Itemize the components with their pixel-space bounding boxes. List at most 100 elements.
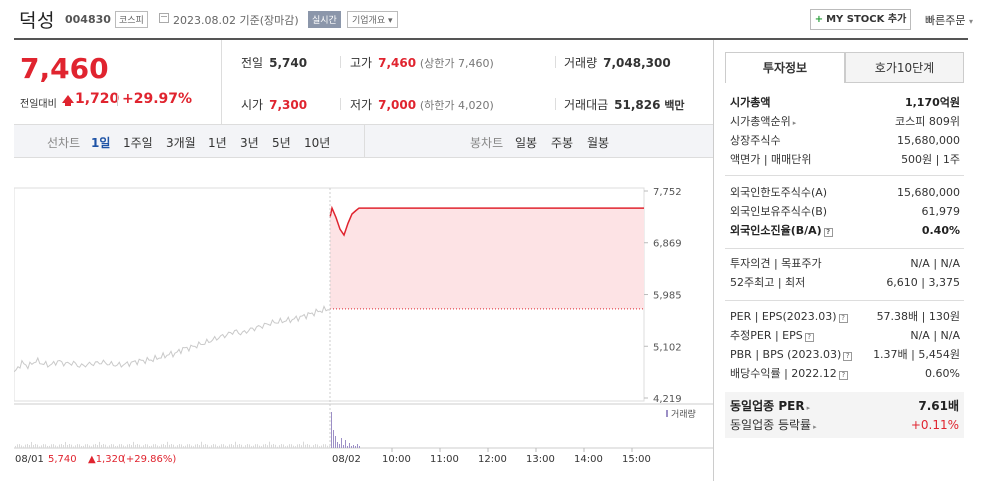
tab-quote-10[interactable]: 호가10단계: [845, 52, 964, 83]
toolbar-divider: [364, 125, 365, 157]
volume-bar: [93, 444, 94, 448]
volume-bar: [353, 445, 354, 448]
volume-bar: [229, 444, 230, 448]
volume-bar: [315, 444, 316, 448]
volume-bar: [273, 444, 274, 448]
volume-bar: [109, 445, 110, 448]
high-label: 고가: [350, 56, 373, 70]
volume-bar: [123, 445, 124, 448]
peer-industry-box: 동일업종 PER ▸ 7.61배 동일업종 등락률 ▸ +0.11%: [725, 392, 964, 438]
volume-bar: [53, 444, 54, 448]
volume-bar: [193, 446, 194, 448]
volume-bar: [223, 444, 224, 448]
volume-bar: [267, 445, 268, 448]
info-row-label: 상장주식수: [730, 131, 781, 150]
volume-bar: [287, 445, 288, 448]
chart-svg[interactable]: 7,752 6,869 5,985 5,102 4,219 거래량 08/01 08/02…: [13, 158, 713, 473]
help-icon[interactable]: ?: [843, 352, 853, 361]
volume-bar: [337, 442, 338, 448]
volume-bar: [159, 446, 160, 448]
volume-bar: [15, 445, 16, 448]
divider: [555, 98, 556, 110]
candle-daily[interactable]: 일봉: [515, 136, 538, 150]
period-5y[interactable]: 5년: [272, 136, 291, 150]
peer-per-row: 동일업종 PER ▸ 7.61배: [730, 397, 959, 416]
info-row-label[interactable]: 시가총액순위 ▸: [730, 112, 796, 133]
volume-bar: [293, 445, 294, 448]
volume-bar: [205, 444, 206, 448]
volume-bar: [277, 446, 278, 448]
realtime-button[interactable]: 실시간: [308, 11, 341, 28]
divider: [340, 98, 341, 110]
info-row-label: 외국인한도주식수(A): [730, 183, 827, 202]
info-row-label[interactable]: PER | EPS(2023.03)?: [730, 307, 848, 326]
period-1d[interactable]: 1일: [91, 136, 111, 150]
volume-bar: [137, 444, 138, 448]
volume-bar: [207, 444, 208, 448]
volume-bar: [63, 445, 64, 448]
volume-bar: [189, 444, 190, 448]
period-10y[interactable]: 10년: [304, 136, 331, 150]
help-icon[interactable]: ?: [838, 314, 848, 323]
tab-invest-info[interactable]: 투자정보: [725, 52, 845, 83]
volume-bar: [101, 444, 102, 448]
quick-order-button[interactable]: 빠른주문 ▾: [925, 12, 973, 28]
volume-bar: [237, 444, 238, 448]
volume-bar: [249, 444, 250, 448]
period-3y[interactable]: 3년: [240, 136, 259, 150]
info-row-label[interactable]: 추정PER | EPS?: [730, 326, 814, 345]
info-row-value: 6,610 | 3,375: [886, 276, 960, 289]
info-row: 시가총액순위 ▸ 코스피 809위: [730, 112, 960, 131]
today-price-area: [330, 208, 644, 309]
open-price: 시가 7,300: [241, 96, 307, 113]
info-row-label: 투자의견 | 목표주가: [730, 254, 822, 273]
volume-bar: [285, 446, 286, 448]
help-icon[interactable]: ?: [804, 333, 814, 342]
y-tick-label: 4,219: [653, 394, 682, 405]
info-row: 액면가 | 매매단위 500원 | 1주: [730, 150, 960, 169]
volume-bar: [339, 444, 340, 448]
volume-bar: [135, 444, 136, 448]
period-1w[interactable]: 1주일: [123, 136, 153, 150]
x-axis-label: 11:00: [430, 454, 459, 465]
peer-per-label[interactable]: 동일업종 PER ▸: [730, 397, 810, 418]
info-row-value: N/A | N/A: [910, 257, 960, 270]
section-divider: [725, 175, 964, 176]
volume-bar: [183, 446, 184, 448]
volume-bar: [131, 445, 132, 448]
info-row-label-text: 52주최고 | 최저: [730, 276, 806, 289]
volume-bar: [139, 444, 140, 448]
open-value: 7,300: [269, 98, 308, 112]
help-icon[interactable]: ?: [838, 371, 848, 380]
info-row: 투자의견 | 목표주가 N/A | N/A: [730, 254, 960, 273]
intraday-chart[interactable]: 7,752 6,869 5,985 5,102 4,219 거래량 08/01 08/02…: [13, 158, 713, 473]
peer-rate-row: 동일업종 등락률 ▸ +0.11%: [730, 416, 959, 435]
volume-bar: [143, 445, 144, 448]
add-mystock-label: MY STOCK 추가: [826, 14, 907, 25]
info-row-label[interactable]: 외국인소진율(B/A)?: [730, 221, 833, 240]
period-1y[interactable]: 1년: [208, 136, 227, 150]
volume-bar: [157, 445, 158, 448]
candle-weekly[interactable]: 주봉: [551, 136, 574, 150]
volume-bar: [77, 444, 78, 448]
add-mystock-button[interactable]: + MY STOCK 추가: [810, 9, 911, 30]
volume-bar: [147, 444, 148, 448]
volume-bar: [103, 444, 104, 448]
section-divider: [725, 300, 964, 301]
peer-rate-label[interactable]: 동일업종 등락률 ▸: [730, 416, 817, 437]
help-icon[interactable]: ?: [823, 228, 833, 237]
info-row-label: 52주최고 | 최저: [730, 273, 805, 292]
volume-bar: [311, 446, 312, 448]
period-3m[interactable]: 3개월: [166, 136, 196, 150]
divider: [555, 56, 556, 68]
info-row-label[interactable]: 배당수익률 | 2022.12?: [730, 364, 848, 383]
volume-bar: [177, 445, 178, 448]
volume-bar: [213, 444, 214, 448]
info-row-label[interactable]: PBR | BPS (2023.03)?: [730, 345, 853, 364]
chart-toolbar: 선차트 1일 1주일 3개월 1년 3년 5년 10년 봉차트 일봉 주봉 월봉: [14, 124, 713, 158]
foreign-ownership-section: 외국인한도주식수(A) 15,680,000 외국인보유주식수(B) 61,979 외국…: [730, 183, 960, 240]
candle-monthly[interactable]: 월봉: [587, 136, 610, 150]
corp-info-dropdown[interactable]: 기업개요 ▾: [347, 11, 398, 28]
prev-day-summary: (+29.86%): [122, 454, 176, 465]
volume-value: 7,048,300: [603, 56, 671, 70]
